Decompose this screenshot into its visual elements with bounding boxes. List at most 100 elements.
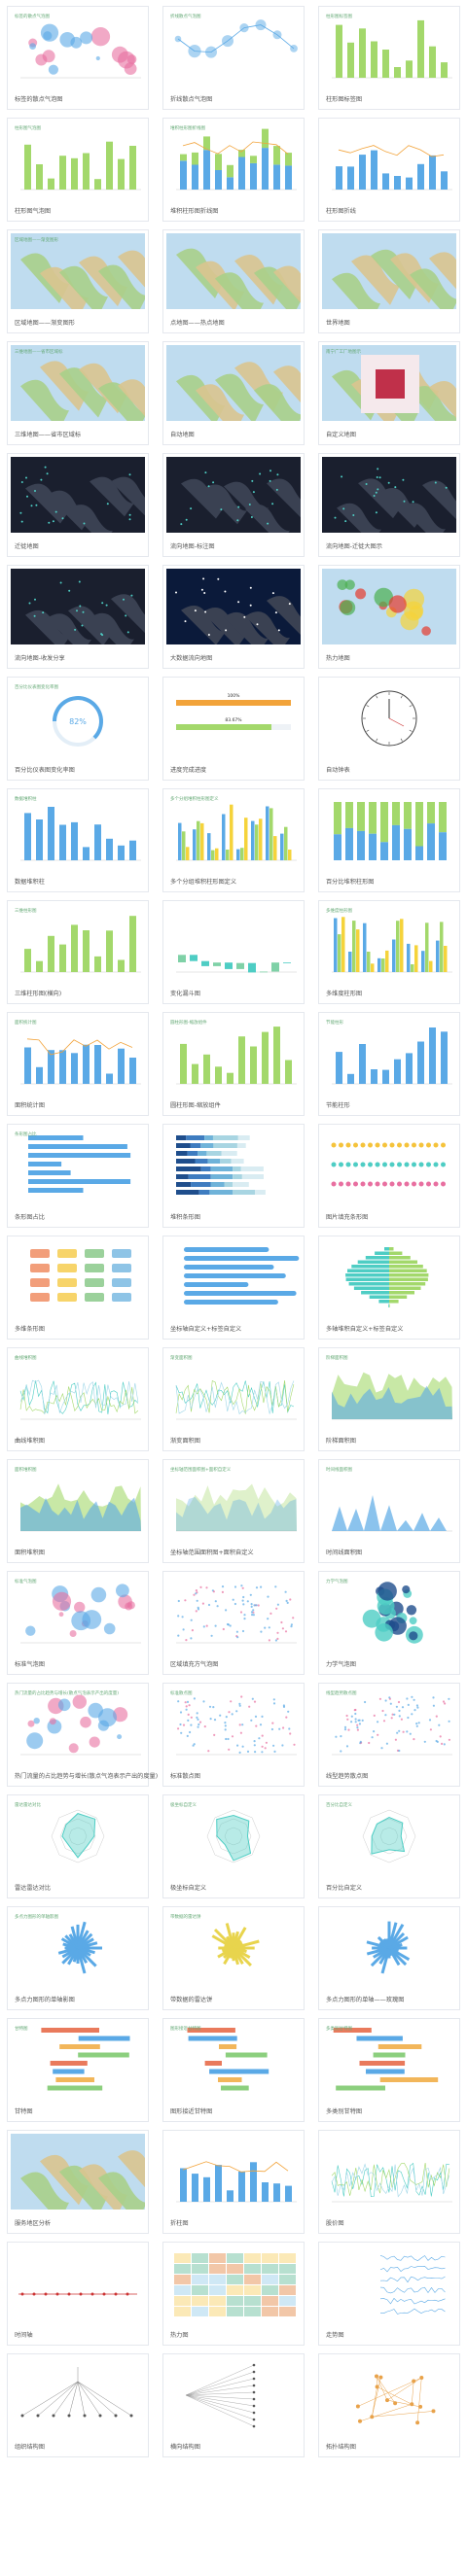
- chart-card[interactable]: 点地图——热点地图: [162, 229, 305, 333]
- chart-thumbnail[interactable]: 时间线面积图: [322, 1463, 456, 1539]
- chart-thumbnail[interactable]: [11, 1239, 145, 1315]
- chart-card[interactable]: 图片填充条形图: [318, 1124, 460, 1228]
- chart-thumbnail[interactable]: [322, 569, 456, 644]
- chart-thumbnail[interactable]: [322, 1128, 456, 1203]
- chart-card[interactable]: 百分比堆积柱形图: [318, 788, 460, 892]
- chart-card[interactable]: 柱形图标签图 柱形图标签图: [318, 6, 460, 110]
- chart-thumbnail[interactable]: [166, 2134, 301, 2210]
- chart-card[interactable]: 力学气泡图 力学气泡图: [318, 1571, 460, 1675]
- chart-card-title[interactable]: 迁徙地图: [15, 543, 39, 550]
- chart-thumbnail[interactable]: 数据堆积柱: [11, 792, 145, 868]
- chart-card-title[interactable]: 自动钟表: [326, 767, 350, 774]
- chart-thumbnail[interactable]: 100% 83.67%: [166, 680, 301, 756]
- chart-card-title[interactable]: 甘特图: [15, 2108, 33, 2115]
- chart-card-title[interactable]: 时间轴: [15, 2332, 33, 2339]
- chart-card[interactable]: 变化漏斗图: [162, 900, 305, 1004]
- chart-card[interactable]: 圆柱形图-缩放组件 圆柱形图-缩放组件: [162, 1012, 305, 1116]
- chart-card-title[interactable]: 三维柱形图(横向): [15, 991, 62, 997]
- chart-card[interactable]: 多维度柱形图 多维度柱形图: [318, 900, 460, 1004]
- chart-thumbnail[interactable]: [166, 904, 301, 980]
- chart-thumbnail[interactable]: 标准散点图: [166, 1687, 301, 1762]
- chart-card[interactable]: 拓扑结构图: [318, 2353, 460, 2457]
- chart-card[interactable]: 标准气泡图 标准气泡图: [7, 1571, 149, 1675]
- chart-card-title[interactable]: 三维地图——省市区域标: [15, 432, 82, 438]
- chart-card-title[interactable]: 多点力图形的单轴影图: [15, 1997, 75, 2003]
- chart-thumbnail[interactable]: [166, 2357, 301, 2433]
- chart-thumbnail[interactable]: [11, 2357, 145, 2433]
- chart-card-title[interactable]: 自动地图: [170, 432, 195, 438]
- chart-card-title[interactable]: 变化漏斗图: [170, 991, 200, 997]
- chart-thumbnail[interactable]: 标准气泡图: [11, 1575, 145, 1651]
- chart-card-title[interactable]: 阶梯面积图: [326, 1438, 356, 1445]
- chart-card-title[interactable]: 曲线堆积图: [15, 1438, 45, 1445]
- chart-thumbnail[interactable]: 柱形图气泡图: [11, 122, 145, 197]
- chart-card-title[interactable]: 线型趋势散点图: [326, 1773, 369, 1780]
- chart-thumbnail[interactable]: [322, 1910, 456, 1986]
- chart-card-title[interactable]: 极坐标自定义: [170, 1885, 207, 1892]
- chart-thumbnail[interactable]: 带数据的雷达饼: [166, 1910, 301, 1986]
- chart-card[interactable]: 横向结构图: [162, 2353, 305, 2457]
- chart-thumbnail[interactable]: [322, 792, 456, 868]
- chart-card-title[interactable]: 进度完成进度: [170, 767, 207, 774]
- chart-card[interactable]: 走势图: [318, 2242, 460, 2346]
- chart-card[interactable]: 极坐标自定义 极坐标自定义: [162, 1794, 305, 1898]
- chart-card-title[interactable]: 条形图占比: [15, 1214, 45, 1221]
- chart-card-title[interactable]: 流向地图-收发分享: [15, 655, 65, 662]
- chart-card-title[interactable]: 热力地图: [326, 655, 350, 662]
- chart-card-title[interactable]: 组织结构图: [15, 2444, 45, 2451]
- chart-card-title[interactable]: 标准气泡图: [15, 1661, 45, 1668]
- chart-card[interactable]: 热力图: [162, 2242, 305, 2346]
- chart-thumbnail[interactable]: 百分比自定义: [322, 1798, 456, 1874]
- chart-card-title[interactable]: 点地图——热点地图: [170, 320, 225, 327]
- chart-card-title[interactable]: 坐标轴自定义+标签自定义: [170, 1326, 242, 1333]
- chart-thumbnail[interactable]: [322, 1239, 456, 1315]
- chart-card[interactable]: 阶梯面积图 阶梯面积图: [318, 1347, 460, 1451]
- chart-card[interactable]: 甘特图 甘特图: [7, 2018, 149, 2122]
- chart-card[interactable]: 热力地图: [318, 565, 460, 669]
- chart-card-title[interactable]: 股价图: [326, 2220, 344, 2227]
- chart-thumbnail[interactable]: 雷达雷达对比: [11, 1798, 145, 1874]
- chart-card[interactable]: 区域填充方气泡图: [162, 1571, 305, 1675]
- chart-card[interactable]: 图形接近甘特图 图形接近甘特图: [162, 2018, 305, 2122]
- chart-card[interactable]: 自动地图: [162, 341, 305, 445]
- chart-card-title[interactable]: 流向地图-迁徙大图示: [326, 543, 382, 550]
- chart-card[interactable]: 标签的散点气泡图 标签的散点气泡图: [7, 6, 149, 110]
- chart-card[interactable]: 100% 83.67% 进度完成进度: [162, 677, 305, 781]
- chart-thumbnail[interactable]: [322, 2357, 456, 2433]
- chart-card-title[interactable]: 雷达雷达对比: [15, 1885, 52, 1892]
- chart-thumbnail[interactable]: [166, 1575, 301, 1651]
- chart-card-title[interactable]: 多点力图形的单轴——玫瑰图: [326, 1997, 405, 2003]
- chart-card-title[interactable]: 渐变面积图: [170, 1438, 200, 1445]
- chart-thumbnail[interactable]: [322, 122, 456, 197]
- chart-thumbnail[interactable]: [166, 1239, 301, 1315]
- chart-card-title[interactable]: 区域填充方气泡图: [170, 1661, 219, 1668]
- chart-card[interactable]: 渐变面积图 渐变面积图: [162, 1347, 305, 1451]
- chart-card-title[interactable]: 百分比自定义: [326, 1885, 363, 1892]
- chart-card[interactable]: 时间轴: [7, 2242, 149, 2346]
- chart-thumbnail[interactable]: 甘特图: [11, 2022, 145, 2098]
- chart-thumbnail[interactable]: 82% 百分比仪表图变化率图: [11, 680, 145, 756]
- chart-thumbnail[interactable]: [322, 233, 456, 309]
- chart-card[interactable]: 流向地图-收发分享: [7, 565, 149, 669]
- chart-card-title[interactable]: 服务地区分析: [15, 2220, 52, 2227]
- chart-thumbnail[interactable]: [322, 680, 456, 756]
- chart-card-title[interactable]: 柱形图标签图: [326, 96, 363, 103]
- chart-thumbnail[interactable]: [166, 233, 301, 309]
- chart-card[interactable]: 流向地图-迁徙大图示: [318, 453, 460, 557]
- chart-card-title[interactable]: 走势图: [326, 2332, 344, 2339]
- chart-card[interactable]: 多轴堆积自定义+标签自定义: [318, 1236, 460, 1340]
- chart-thumbnail[interactable]: 标签的散点气泡图: [11, 10, 145, 86]
- chart-card[interactable]: 标准散点图 标准散点图: [162, 1683, 305, 1787]
- chart-thumbnail[interactable]: 柱形图标签图: [322, 10, 456, 86]
- chart-card[interactable]: 时间线面积图 时间线面积图: [318, 1459, 460, 1563]
- chart-thumbnail[interactable]: 多个分组堆积柱形图定义: [166, 792, 301, 868]
- chart-card-title[interactable]: 堆积柱形图折线图: [170, 208, 219, 215]
- chart-card[interactable]: 多点力图形的单轴——玫瑰图: [318, 1906, 460, 2010]
- chart-card[interactable]: 折线散点气泡图 折线散点气泡图: [162, 6, 305, 110]
- chart-card[interactable]: 堆积条形图: [162, 1124, 305, 1228]
- chart-card-title[interactable]: 节能柱形: [326, 1102, 350, 1109]
- chart-card-title[interactable]: 图片填充条形图: [326, 1214, 369, 1221]
- chart-card-title[interactable]: 百分比仪表图变化率图: [15, 767, 75, 774]
- chart-card[interactable]: 条形图占比 条形图占比: [7, 1124, 149, 1228]
- chart-card[interactable]: 面积堆积图 面积堆积图: [7, 1459, 149, 1563]
